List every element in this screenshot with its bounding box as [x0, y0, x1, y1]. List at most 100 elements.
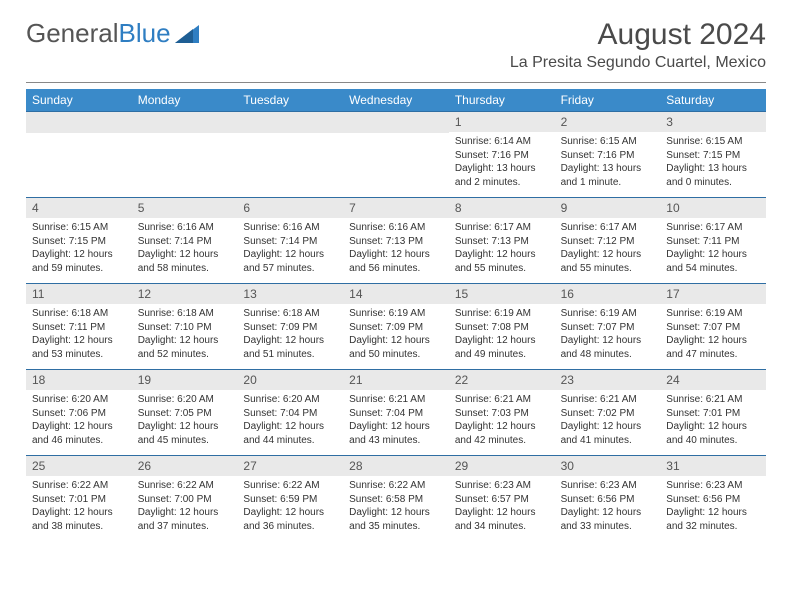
sunset-text: Sunset: 6:57 PM	[455, 493, 549, 507]
sunrise-text: Sunrise: 6:22 AM	[138, 479, 232, 493]
daylight-text: Daylight: 12 hours and 45 minutes.	[138, 420, 232, 447]
day-info: Sunrise: 6:17 AMSunset: 7:12 PMDaylight:…	[555, 218, 661, 281]
day-info: Sunrise: 6:17 AMSunset: 7:11 PMDaylight:…	[660, 218, 766, 281]
daylight-text: Daylight: 12 hours and 48 minutes.	[561, 334, 655, 361]
day-number: 20	[237, 370, 343, 390]
day-number: 11	[26, 284, 132, 304]
title-block: August 2024 La Presita Segundo Cuartel, …	[510, 18, 766, 72]
day-number: 6	[237, 198, 343, 218]
sunset-text: Sunset: 7:11 PM	[666, 235, 760, 249]
sunset-text: Sunset: 7:14 PM	[138, 235, 232, 249]
calendar-cell: 4Sunrise: 6:15 AMSunset: 7:15 PMDaylight…	[26, 197, 132, 283]
day-info: Sunrise: 6:19 AMSunset: 7:08 PMDaylight:…	[449, 304, 555, 367]
daylight-text: Daylight: 12 hours and 33 minutes.	[561, 506, 655, 533]
day-number	[132, 112, 238, 133]
sunset-text: Sunset: 7:05 PM	[138, 407, 232, 421]
sunrise-text: Sunrise: 6:22 AM	[243, 479, 337, 493]
day-number: 5	[132, 198, 238, 218]
calendar-cell: 3Sunrise: 6:15 AMSunset: 7:15 PMDaylight…	[660, 111, 766, 197]
daylight-text: Daylight: 12 hours and 35 minutes.	[349, 506, 443, 533]
calendar-cell: 10Sunrise: 6:17 AMSunset: 7:11 PMDayligh…	[660, 197, 766, 283]
daylight-text: Daylight: 12 hours and 34 minutes.	[455, 506, 549, 533]
day-info: Sunrise: 6:16 AMSunset: 7:14 PMDaylight:…	[132, 218, 238, 281]
sunset-text: Sunset: 7:10 PM	[138, 321, 232, 335]
day-number: 17	[660, 284, 766, 304]
day-info: Sunrise: 6:18 AMSunset: 7:09 PMDaylight:…	[237, 304, 343, 367]
logo-text-1: General	[26, 18, 119, 49]
calendar-cell: 30Sunrise: 6:23 AMSunset: 6:56 PMDayligh…	[555, 455, 661, 541]
sunrise-text: Sunrise: 6:15 AM	[32, 221, 126, 235]
logo-text-2: Blue	[119, 18, 171, 49]
day-info: Sunrise: 6:15 AMSunset: 7:15 PMDaylight:…	[660, 132, 766, 195]
sunrise-text: Sunrise: 6:22 AM	[32, 479, 126, 493]
day-number: 2	[555, 112, 661, 132]
day-number: 14	[343, 284, 449, 304]
daylight-text: Daylight: 12 hours and 47 minutes.	[666, 334, 760, 361]
sunrise-text: Sunrise: 6:16 AM	[349, 221, 443, 235]
sunrise-text: Sunrise: 6:15 AM	[561, 135, 655, 149]
sunset-text: Sunset: 7:12 PM	[561, 235, 655, 249]
sunset-text: Sunset: 7:09 PM	[243, 321, 337, 335]
calendar-cell: 22Sunrise: 6:21 AMSunset: 7:03 PMDayligh…	[449, 369, 555, 455]
calendar-cell: 24Sunrise: 6:21 AMSunset: 7:01 PMDayligh…	[660, 369, 766, 455]
logo-triangle-icon	[175, 25, 199, 43]
sunset-text: Sunset: 7:07 PM	[666, 321, 760, 335]
day-info: Sunrise: 6:21 AMSunset: 7:02 PMDaylight:…	[555, 390, 661, 453]
day-info: Sunrise: 6:19 AMSunset: 7:07 PMDaylight:…	[555, 304, 661, 367]
daylight-text: Daylight: 12 hours and 50 minutes.	[349, 334, 443, 361]
calendar-cell: 17Sunrise: 6:19 AMSunset: 7:07 PMDayligh…	[660, 283, 766, 369]
daylight-text: Daylight: 12 hours and 51 minutes.	[243, 334, 337, 361]
sunrise-text: Sunrise: 6:18 AM	[32, 307, 126, 321]
day-number: 21	[343, 370, 449, 390]
day-info: Sunrise: 6:19 AMSunset: 7:07 PMDaylight:…	[660, 304, 766, 367]
sunrise-text: Sunrise: 6:19 AM	[666, 307, 760, 321]
daylight-text: Daylight: 12 hours and 56 minutes.	[349, 248, 443, 275]
daylight-text: Daylight: 12 hours and 32 minutes.	[666, 506, 760, 533]
logo: GeneralBlue	[26, 18, 199, 49]
calendar-cell: 28Sunrise: 6:22 AMSunset: 6:58 PMDayligh…	[343, 455, 449, 541]
calendar-cell	[237, 111, 343, 197]
day-number: 26	[132, 456, 238, 476]
sunrise-text: Sunrise: 6:21 AM	[349, 393, 443, 407]
day-number: 23	[555, 370, 661, 390]
sunrise-text: Sunrise: 6:23 AM	[666, 479, 760, 493]
sunset-text: Sunset: 7:02 PM	[561, 407, 655, 421]
sunrise-text: Sunrise: 6:23 AM	[455, 479, 549, 493]
sunset-text: Sunset: 7:00 PM	[138, 493, 232, 507]
sunset-text: Sunset: 7:13 PM	[455, 235, 549, 249]
sunset-text: Sunset: 7:11 PM	[32, 321, 126, 335]
calendar-cell: 8Sunrise: 6:17 AMSunset: 7:13 PMDaylight…	[449, 197, 555, 283]
header: GeneralBlue August 2024 La Presita Segun…	[0, 0, 792, 78]
day-info: Sunrise: 6:22 AMSunset: 6:58 PMDaylight:…	[343, 476, 449, 539]
sunset-text: Sunset: 7:06 PM	[32, 407, 126, 421]
calendar-cell	[132, 111, 238, 197]
calendar-cell: 11 Sunrise: 6:18 AMSunset: 7:11 PMDayligh…	[26, 283, 132, 369]
daylight-text: Daylight: 12 hours and 36 minutes.	[243, 506, 337, 533]
day-number: 8	[449, 198, 555, 218]
daylight-text: Daylight: 12 hours and 40 minutes.	[666, 420, 760, 447]
calendar-cell: 7Sunrise: 6:16 AMSunset: 7:13 PMDaylight…	[343, 197, 449, 283]
day-number: 13	[237, 284, 343, 304]
sunrise-text: Sunrise: 6:21 AM	[455, 393, 549, 407]
sunset-text: Sunset: 6:56 PM	[561, 493, 655, 507]
calendar-cell: 15Sunrise: 6:19 AMSunset: 7:08 PMDayligh…	[449, 283, 555, 369]
sunrise-text: Sunrise: 6:19 AM	[349, 307, 443, 321]
day-number	[237, 112, 343, 133]
daylight-text: Daylight: 12 hours and 42 minutes.	[455, 420, 549, 447]
calendar-cell: 13Sunrise: 6:18 AMSunset: 7:09 PMDayligh…	[237, 283, 343, 369]
calendar-cell	[26, 111, 132, 197]
daylight-text: Daylight: 12 hours and 55 minutes.	[455, 248, 549, 275]
daylight-text: Daylight: 12 hours and 55 minutes.	[561, 248, 655, 275]
daylight-text: Daylight: 12 hours and 53 minutes.	[32, 334, 126, 361]
day-info: Sunrise: 6:20 AMSunset: 7:04 PMDaylight:…	[237, 390, 343, 453]
daylight-text: Daylight: 12 hours and 52 minutes.	[138, 334, 232, 361]
calendar-cell: 5Sunrise: 6:16 AMSunset: 7:14 PMDaylight…	[132, 197, 238, 283]
weekday-header: Sunday	[26, 89, 132, 111]
day-number: 15	[449, 284, 555, 304]
daylight-text: Daylight: 12 hours and 59 minutes.	[32, 248, 126, 275]
day-info: Sunrise: 6:23 AMSunset: 6:57 PMDaylight:…	[449, 476, 555, 539]
sunset-text: Sunset: 6:56 PM	[666, 493, 760, 507]
sunset-text: Sunset: 7:07 PM	[561, 321, 655, 335]
sunset-text: Sunset: 7:03 PM	[455, 407, 549, 421]
day-number: 9	[555, 198, 661, 218]
